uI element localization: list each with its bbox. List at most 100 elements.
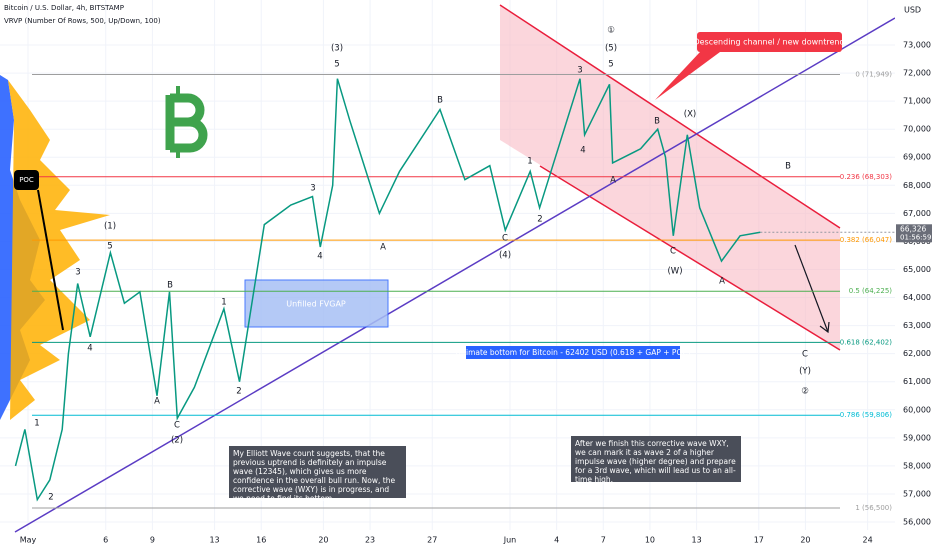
x-tick-label: 16 bbox=[256, 536, 266, 545]
y-tick-label: 67,000 bbox=[903, 209, 931, 218]
channel-fill bbox=[500, 5, 840, 350]
wave-label: (X) bbox=[684, 110, 696, 120]
y-tick-label: 72,000 bbox=[903, 69, 931, 78]
x-tick-label: 9 bbox=[150, 536, 155, 545]
wave-label: 3 bbox=[310, 184, 315, 194]
x-tick-label: 7 bbox=[601, 536, 606, 545]
y-tick-label: 63,000 bbox=[903, 321, 931, 330]
wave-label: 5 bbox=[107, 242, 112, 252]
y-tick-label: 58,000 bbox=[903, 461, 931, 470]
y-tick-label: 71,000 bbox=[903, 97, 931, 106]
fvgap-label: Unfilled FVGAP bbox=[286, 300, 346, 309]
x-tick-label: 24 bbox=[863, 536, 873, 545]
x-tick-label: 4 bbox=[554, 536, 559, 545]
wave-label: 1 bbox=[221, 298, 226, 308]
wave-label: (4) bbox=[499, 251, 511, 261]
y-tick-label: 69,000 bbox=[903, 153, 931, 162]
volume-down bbox=[8, 80, 110, 420]
wave-label: 2 bbox=[236, 387, 241, 397]
wave-label: (5) bbox=[605, 44, 617, 54]
indicator-label: VRVP (Number Of Rows, 500, Up/Down, 100) bbox=[4, 17, 161, 25]
y-tick-label: 56,000 bbox=[903, 518, 931, 527]
fvgap-box bbox=[244, 279, 389, 328]
poc-pointer bbox=[37, 189, 64, 331]
fib-label: 0 (71,949) bbox=[855, 70, 892, 78]
wave-label: 4 bbox=[317, 252, 322, 262]
x-tick-label: 13 bbox=[209, 536, 219, 545]
y-tick-label: 61,000 bbox=[903, 377, 931, 386]
x-tick-label: 13 bbox=[692, 536, 702, 545]
x-tick-label: May bbox=[20, 536, 37, 545]
wave-label: 5 bbox=[334, 60, 339, 70]
y-tick-label: 64,000 bbox=[903, 293, 931, 302]
wave-label: B bbox=[167, 281, 173, 291]
y-tick-label: 59,000 bbox=[903, 433, 931, 442]
x-tick-label: 6 bbox=[103, 536, 108, 545]
wave-label: (3) bbox=[331, 44, 343, 54]
wave-label: A bbox=[610, 176, 616, 186]
bitcoin-logo bbox=[165, 86, 208, 158]
wave-label: C bbox=[174, 421, 180, 431]
bottom-box bbox=[466, 346, 680, 359]
price-axis bbox=[895, 0, 932, 550]
volume-profile bbox=[0, 75, 110, 420]
x-tick-label: 23 bbox=[365, 536, 375, 545]
fib-label: 0.382 (66,047) bbox=[840, 236, 892, 244]
note-left: My Elliott Wave count suggests, that the… bbox=[229, 446, 406, 503]
y-tick-label: 68,000 bbox=[903, 181, 931, 190]
wave-label: (1) bbox=[104, 222, 116, 232]
y-tick-label: 73,000 bbox=[903, 41, 931, 50]
wave-label: C bbox=[670, 247, 676, 257]
callout-box bbox=[697, 32, 842, 52]
fib-label: 1 (56,500) bbox=[855, 504, 892, 512]
price-line bbox=[14, 78, 761, 502]
wave-label: A bbox=[719, 277, 725, 287]
wave-label: ② bbox=[801, 387, 809, 397]
trend-line bbox=[14, 17, 896, 533]
x-tick-label: 20 bbox=[800, 536, 810, 545]
wave-label: B bbox=[785, 162, 791, 172]
wave-label: 2 bbox=[48, 493, 53, 503]
x-tick-label: 20 bbox=[318, 536, 328, 545]
x-tick-label: 17 bbox=[754, 536, 764, 545]
y-tick-label: 57,000 bbox=[903, 489, 931, 498]
x-tick-label: 10 bbox=[645, 536, 655, 545]
wave-label: (W) bbox=[667, 267, 682, 277]
wave-label: (2) bbox=[171, 436, 183, 446]
wave-label: 5 bbox=[608, 60, 613, 70]
wave-label: A bbox=[380, 243, 386, 253]
last-price-label: 66,326 bbox=[900, 224, 926, 233]
wave-label: 1 bbox=[527, 157, 532, 167]
y-tick-label: 60,000 bbox=[903, 405, 931, 414]
note-right: After we finish this corrective wave WXY… bbox=[571, 436, 741, 484]
logo-b bbox=[165, 93, 208, 153]
arrow-head bbox=[819, 321, 830, 334]
wave-label: B bbox=[437, 96, 443, 106]
wave-label: (Y) bbox=[799, 367, 811, 377]
wave-label: 2 bbox=[537, 215, 542, 225]
wave-label: 1 bbox=[34, 419, 39, 429]
chart-title: Bitcoin / U.S. Dollar, 4h, BITSTAMP bbox=[4, 4, 124, 12]
x-tick-label: 27 bbox=[427, 536, 437, 545]
wave-label: B bbox=[654, 117, 660, 127]
currency-label: USD bbox=[904, 6, 921, 15]
fib-label: 0.236 (68,303) bbox=[840, 173, 892, 181]
fib-label: 0.618 (62,402) bbox=[840, 338, 892, 346]
x-tick-label: Jun bbox=[503, 536, 517, 545]
poc-box bbox=[14, 170, 39, 190]
channel-upper bbox=[499, 4, 841, 229]
countdown-label: 01:56:59 bbox=[900, 233, 931, 241]
projection-arrow bbox=[794, 244, 829, 333]
callout-pointer bbox=[655, 52, 720, 100]
wave-label: ① bbox=[607, 26, 615, 36]
poc-label: POC bbox=[19, 176, 34, 184]
wave-label: 3 bbox=[75, 268, 80, 278]
bottom-label: Ultimate bottom for Bitcoin - 62402 USD … bbox=[455, 348, 690, 357]
wave-label: A bbox=[154, 397, 160, 407]
wave-label: 4 bbox=[580, 146, 585, 156]
wave-label: C bbox=[802, 350, 808, 360]
y-tick-label: 70,000 bbox=[903, 125, 931, 134]
callout-label: Descending channel / new downtrend bbox=[693, 38, 844, 47]
